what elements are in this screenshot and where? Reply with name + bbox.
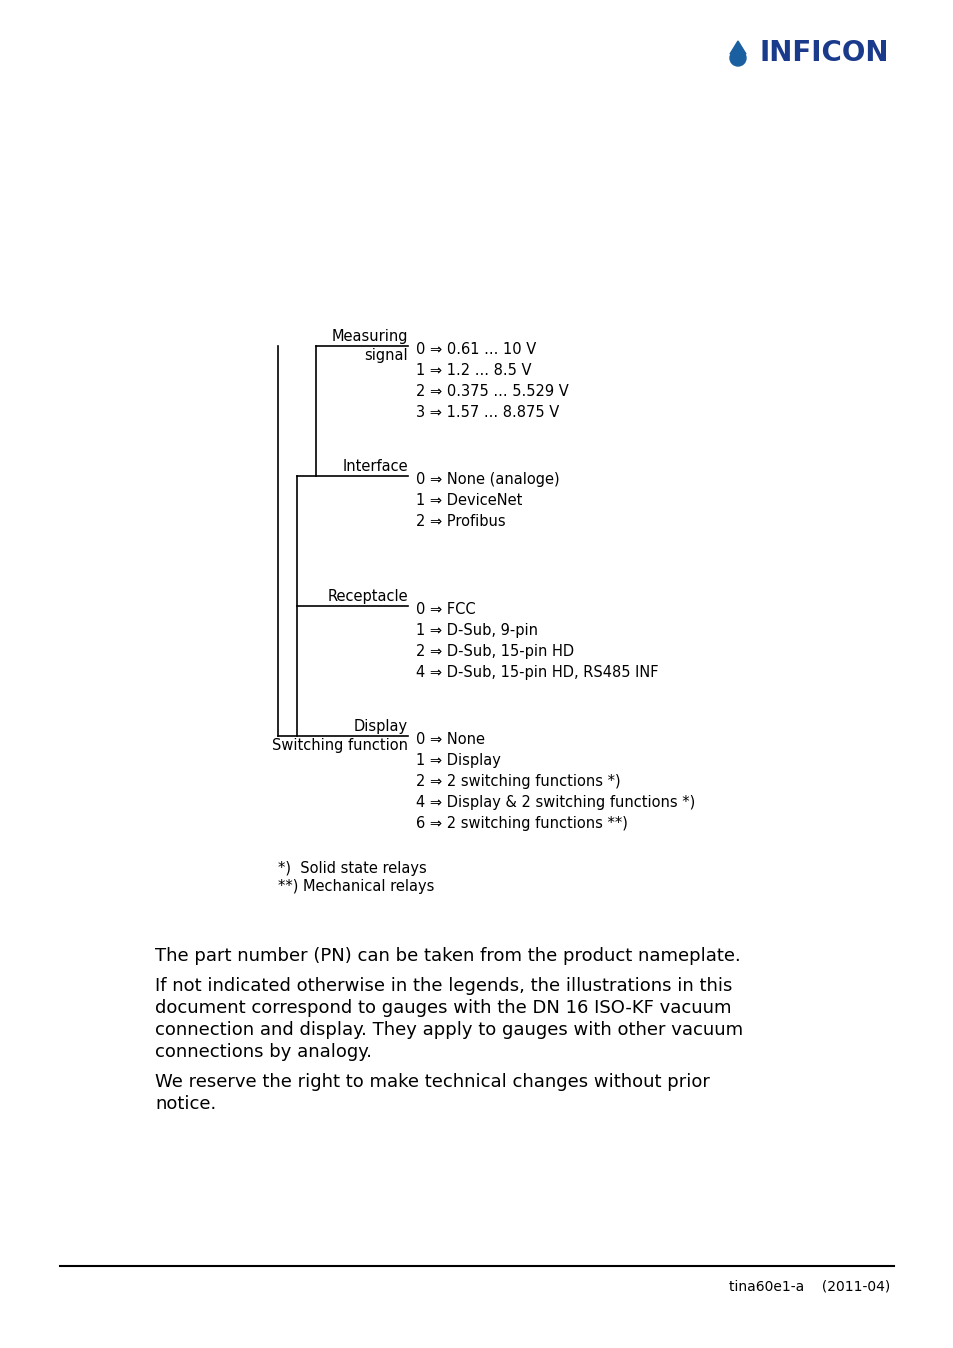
Text: **) Mechanical relays: **) Mechanical relays [277,879,434,894]
Text: signal: signal [364,348,408,363]
Text: 2 ⇒ 0.375 ... 5.529 V: 2 ⇒ 0.375 ... 5.529 V [416,384,568,399]
Text: INFICON: INFICON [760,39,888,67]
Text: 1 ⇒ 1.2 ... 8.5 V: 1 ⇒ 1.2 ... 8.5 V [416,363,531,377]
Text: document correspond to gauges with the DN 16 ISO-KF vacuum: document correspond to gauges with the D… [154,999,731,1016]
Text: 0 ⇒ 0.61 ... 10 V: 0 ⇒ 0.61 ... 10 V [416,342,536,357]
Text: connection and display. They apply to gauges with other vacuum: connection and display. They apply to ga… [154,1020,742,1039]
Text: 1 ⇒ D-Sub, 9-pin: 1 ⇒ D-Sub, 9-pin [416,623,537,638]
Text: Switching function: Switching function [272,737,408,754]
Text: The part number (PN) can be taken from the product nameplate.: The part number (PN) can be taken from t… [154,948,740,965]
Text: notice.: notice. [154,1095,216,1113]
Text: 1 ⇒ DeviceNet: 1 ⇒ DeviceNet [416,493,522,508]
Text: tina60e1-a    (2011-04): tina60e1-a (2011-04) [728,1281,889,1294]
Text: 2 ⇒ Profibus: 2 ⇒ Profibus [416,514,505,528]
Text: 4 ⇒ Display & 2 switching functions *): 4 ⇒ Display & 2 switching functions *) [416,795,695,810]
Text: 1 ⇒ Display: 1 ⇒ Display [416,754,500,768]
Text: 0 ⇒ None (analoge): 0 ⇒ None (analoge) [416,472,559,487]
Text: 6 ⇒ 2 switching functions **): 6 ⇒ 2 switching functions **) [416,816,627,830]
Text: We reserve the right to make technical changes without prior: We reserve the right to make technical c… [154,1073,709,1091]
Text: 0 ⇒ FCC: 0 ⇒ FCC [416,603,476,617]
Text: Interface: Interface [342,460,408,474]
Text: connections by analogy.: connections by analogy. [154,1043,372,1061]
Circle shape [729,50,745,66]
Text: If not indicated otherwise in the legends, the illustrations in this: If not indicated otherwise in the legend… [154,977,732,995]
Text: *)  Solid state relays: *) Solid state relays [277,861,426,876]
Text: 3 ⇒ 1.57 ... 8.875 V: 3 ⇒ 1.57 ... 8.875 V [416,404,558,421]
Text: Display: Display [354,718,408,735]
Text: Measuring: Measuring [331,329,408,344]
Text: 2 ⇒ D-Sub, 15-pin HD: 2 ⇒ D-Sub, 15-pin HD [416,644,574,659]
Text: 4 ⇒ D-Sub, 15-pin HD, RS485 INF: 4 ⇒ D-Sub, 15-pin HD, RS485 INF [416,665,658,679]
Text: Receptacle: Receptacle [327,589,408,604]
Text: 0 ⇒ None: 0 ⇒ None [416,732,484,747]
Text: 2 ⇒ 2 switching functions *): 2 ⇒ 2 switching functions *) [416,774,620,789]
Polygon shape [729,40,745,54]
